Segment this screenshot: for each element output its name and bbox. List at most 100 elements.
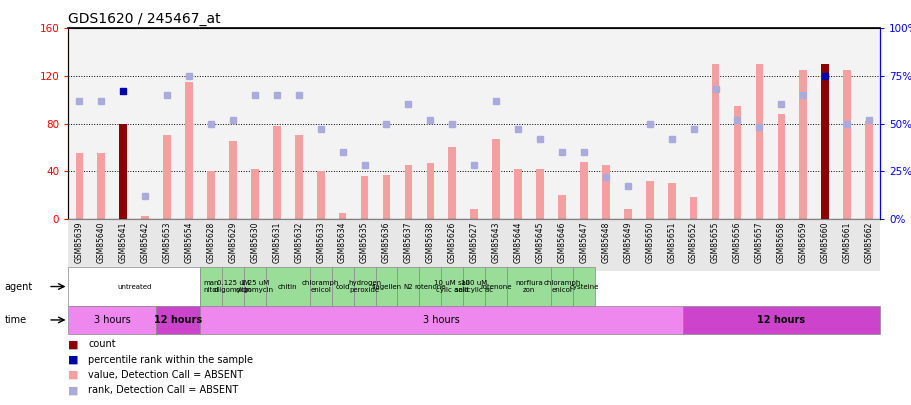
Bar bbox=[419, 267, 441, 306]
Text: GSM85650: GSM85650 bbox=[644, 221, 653, 263]
Bar bbox=[507, 219, 528, 271]
Bar bbox=[419, 219, 441, 271]
Bar bbox=[704, 219, 726, 271]
Bar bbox=[660, 219, 682, 271]
Text: ■: ■ bbox=[68, 370, 79, 380]
Bar bbox=[550, 267, 572, 306]
Text: count: count bbox=[88, 339, 116, 349]
Text: GSM85651: GSM85651 bbox=[667, 221, 675, 263]
Bar bbox=[112, 28, 134, 219]
Text: GSM85642: GSM85642 bbox=[140, 221, 149, 263]
Bar bbox=[419, 28, 441, 219]
Bar bbox=[265, 219, 288, 271]
Bar bbox=[594, 219, 616, 271]
Bar bbox=[865, 121, 872, 219]
Text: ■: ■ bbox=[68, 386, 79, 395]
Bar bbox=[601, 165, 609, 219]
Bar bbox=[507, 28, 528, 219]
Bar bbox=[689, 197, 697, 219]
Bar bbox=[857, 219, 879, 271]
Bar bbox=[485, 219, 507, 271]
Bar bbox=[68, 267, 200, 306]
Bar bbox=[361, 176, 368, 219]
Text: flagellen: flagellen bbox=[371, 284, 401, 290]
Bar bbox=[353, 267, 375, 306]
Bar bbox=[799, 70, 806, 219]
Bar bbox=[441, 267, 463, 306]
Text: GSM85656: GSM85656 bbox=[732, 221, 742, 263]
Bar bbox=[310, 219, 332, 271]
Text: GSM85658: GSM85658 bbox=[776, 221, 785, 263]
Bar bbox=[704, 28, 726, 219]
Bar bbox=[243, 28, 265, 219]
Bar bbox=[821, 64, 828, 219]
Bar bbox=[375, 28, 397, 219]
Bar bbox=[243, 219, 265, 271]
Bar bbox=[156, 219, 178, 271]
Bar bbox=[272, 126, 281, 219]
Bar bbox=[251, 169, 259, 219]
Bar bbox=[397, 28, 419, 219]
Bar bbox=[156, 306, 200, 334]
Text: 10 uM sali
cylic acid: 10 uM sali cylic acid bbox=[434, 280, 470, 293]
Bar bbox=[441, 28, 463, 219]
Text: norflura
zon: norflura zon bbox=[515, 280, 542, 293]
Bar bbox=[616, 28, 638, 219]
Bar bbox=[68, 306, 156, 334]
Bar bbox=[726, 28, 748, 219]
Bar bbox=[404, 165, 412, 219]
Bar bbox=[470, 209, 477, 219]
Bar bbox=[550, 219, 572, 271]
Bar bbox=[76, 153, 83, 219]
Bar bbox=[200, 306, 682, 334]
Text: GSM85630: GSM85630 bbox=[251, 221, 259, 263]
Bar bbox=[332, 28, 353, 219]
Bar bbox=[835, 219, 857, 271]
Text: ■: ■ bbox=[68, 355, 79, 364]
Text: GSM85648: GSM85648 bbox=[600, 221, 609, 263]
Bar bbox=[426, 163, 434, 219]
Text: chloramph
enicol: chloramph enicol bbox=[302, 280, 339, 293]
Bar bbox=[616, 219, 638, 271]
Bar bbox=[711, 64, 719, 219]
Bar bbox=[97, 153, 105, 219]
Text: agent: agent bbox=[5, 281, 33, 292]
Text: GSM85645: GSM85645 bbox=[535, 221, 544, 263]
Bar bbox=[682, 306, 879, 334]
Bar bbox=[397, 219, 419, 271]
Bar bbox=[857, 28, 879, 219]
Bar bbox=[221, 267, 243, 306]
Bar bbox=[310, 267, 332, 306]
Bar bbox=[748, 28, 770, 219]
Text: 1.25 uM
oligomycin: 1.25 uM oligomycin bbox=[236, 280, 273, 293]
Bar bbox=[550, 28, 572, 219]
Bar bbox=[353, 219, 375, 271]
Bar bbox=[536, 169, 543, 219]
Bar bbox=[441, 219, 463, 271]
Text: GSM85649: GSM85649 bbox=[622, 221, 631, 263]
Bar bbox=[660, 28, 682, 219]
Text: chitin: chitin bbox=[278, 284, 297, 290]
Text: GSM85662: GSM85662 bbox=[864, 221, 873, 263]
Bar bbox=[638, 28, 660, 219]
Text: GSM85640: GSM85640 bbox=[97, 221, 106, 263]
Bar bbox=[200, 267, 221, 306]
Text: percentile rank within the sample: percentile rank within the sample bbox=[88, 355, 253, 364]
Text: GSM85634: GSM85634 bbox=[338, 221, 347, 263]
Text: cysteine: cysteine bbox=[568, 284, 598, 290]
Text: GSM85657: GSM85657 bbox=[754, 221, 763, 263]
Bar bbox=[163, 135, 170, 219]
Text: GSM85633: GSM85633 bbox=[316, 221, 325, 263]
Bar bbox=[770, 28, 792, 219]
Bar bbox=[623, 209, 631, 219]
Bar bbox=[748, 219, 770, 271]
Bar bbox=[528, 219, 550, 271]
Text: GSM85626: GSM85626 bbox=[447, 221, 456, 263]
Text: 12 hours: 12 hours bbox=[756, 315, 804, 325]
Bar bbox=[200, 28, 221, 219]
Bar bbox=[594, 28, 616, 219]
Bar bbox=[835, 28, 857, 219]
Text: GSM85647: GSM85647 bbox=[578, 221, 588, 263]
Bar bbox=[397, 267, 419, 306]
Text: N2: N2 bbox=[404, 284, 413, 290]
